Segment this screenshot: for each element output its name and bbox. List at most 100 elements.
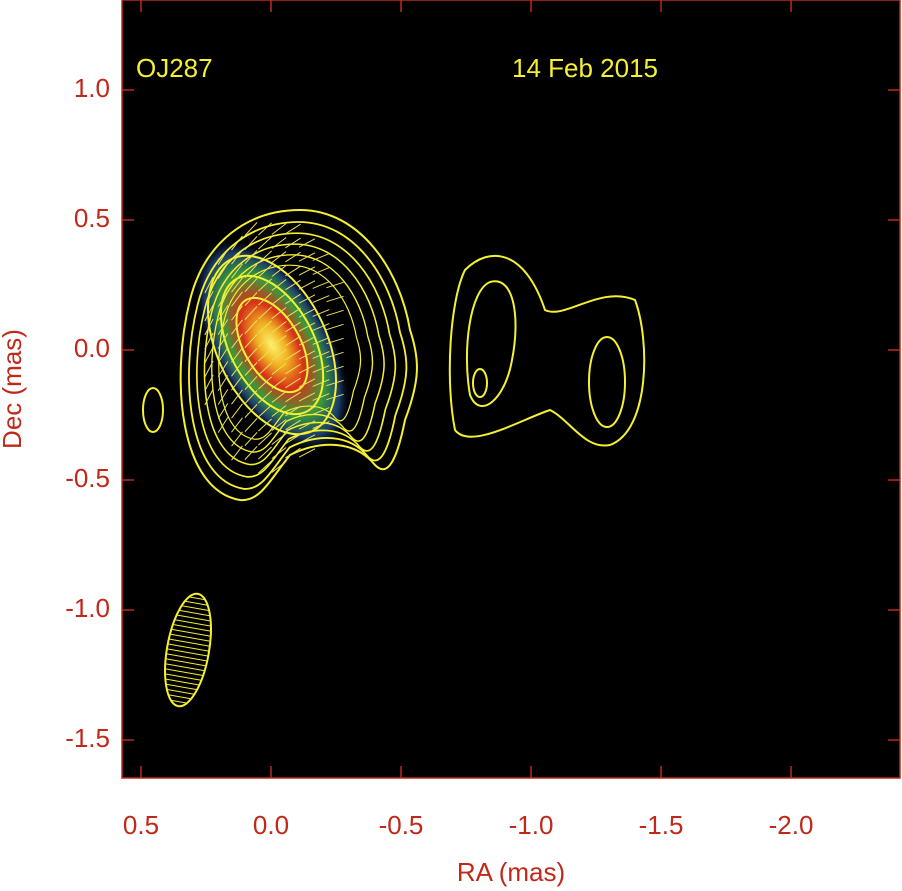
- x-tick-label: 0.5: [123, 810, 159, 840]
- evpa-stick: [258, 390, 272, 404]
- evpa-stick: [258, 320, 272, 334]
- y-axis-label: Dec (mas): [0, 329, 27, 449]
- evpa-stick: [244, 306, 258, 320]
- evpa-stick: [244, 418, 258, 432]
- evpa-stick: [271, 223, 287, 235]
- evpa-stick: [298, 448, 316, 458]
- evpa-stick: [204, 318, 214, 336]
- evpa-stick: [312, 295, 330, 303]
- evpa-stick: [231, 305, 243, 321]
- evpa-stick: [258, 306, 272, 320]
- evpa-stick: [258, 250, 272, 264]
- evpa-stick: [312, 309, 330, 317]
- evpa-stick: [204, 374, 214, 392]
- evpa-stick: [285, 307, 301, 319]
- x-tick-label: -2.0: [769, 810, 814, 840]
- evpa-stick: [312, 393, 330, 401]
- evpa-stick: [231, 445, 243, 461]
- evpa-stick: [326, 379, 344, 387]
- evpa-stick: [285, 377, 301, 389]
- evpa-stick: [271, 349, 287, 361]
- evpa-stick: [271, 307, 287, 319]
- evpa-stick: [326, 365, 344, 373]
- evpa-stick: [244, 278, 258, 292]
- evpa-stick: [244, 404, 258, 418]
- evpa-stick: [298, 238, 316, 248]
- evpa-stick: [231, 375, 243, 391]
- evpa-stick: [285, 447, 301, 459]
- evpa-stick: [231, 249, 243, 265]
- noise-contour: [142, 387, 164, 433]
- evpa-stick: [217, 263, 229, 279]
- epoch: 14 Feb 2015: [512, 53, 658, 83]
- evpa-stick: [217, 305, 229, 321]
- y-tick-label: 1.0: [74, 73, 110, 103]
- evpa-stick: [244, 362, 258, 376]
- evpa-stick: [271, 237, 287, 249]
- evpa-stick: [298, 350, 316, 360]
- evpa-stick: [298, 252, 316, 262]
- evpa-stick: [231, 431, 243, 447]
- y-tick-label: -1.0: [65, 593, 110, 623]
- evpa-stick: [258, 292, 272, 306]
- evpa-stick: [258, 376, 272, 390]
- evpa-stick: [231, 277, 243, 293]
- evpa-stick: [285, 349, 301, 361]
- evpa-stick: [285, 405, 301, 417]
- evpa-stick: [271, 391, 287, 403]
- evpa-stick: [258, 418, 272, 432]
- jet-contour: [588, 336, 626, 428]
- evpa-stick: [258, 362, 272, 376]
- evpa-stick: [231, 361, 243, 377]
- jet-contour: [448, 254, 646, 447]
- evpa-stick: [285, 363, 301, 375]
- evpa-stick: [271, 363, 287, 375]
- evpa-stick: [244, 292, 258, 306]
- evpa-stick: [244, 250, 258, 264]
- evpa-stick: [298, 392, 316, 402]
- evpa-stick: [285, 223, 301, 235]
- evpa-stick: [326, 323, 344, 331]
- evpa-stick: [204, 304, 214, 322]
- evpa-stick: [326, 295, 344, 303]
- evpa-stick: [298, 266, 316, 276]
- evpa-stick: [244, 348, 258, 362]
- evpa-stick: [271, 265, 287, 277]
- evpa-stick: [312, 421, 330, 429]
- evpa-stick: [285, 265, 301, 277]
- evpa-stick: [244, 432, 258, 446]
- evpa-stick: [258, 404, 272, 418]
- polarization-vectors: [204, 222, 344, 474]
- evpa-stick: [285, 237, 301, 249]
- y-tick-label: -1.5: [65, 723, 110, 753]
- evpa-stick: [298, 308, 316, 318]
- evpa-stick: [298, 378, 316, 388]
- evpa-stick: [258, 264, 272, 278]
- evpa-stick: [244, 334, 258, 348]
- evpa-stick: [217, 361, 229, 377]
- x-axis-label: RA (mas): [457, 857, 565, 887]
- evpa-stick: [271, 279, 287, 291]
- evpa-stick: [285, 419, 301, 431]
- evpa-stick: [231, 235, 243, 251]
- evpa-stick: [298, 434, 316, 444]
- evpa-stick: [258, 222, 272, 236]
- evpa-stick: [312, 337, 330, 345]
- y-tick-label: 0.0: [74, 333, 110, 363]
- evpa-stick: [258, 348, 272, 362]
- evpa-stick: [204, 276, 214, 294]
- evpa-stick: [312, 281, 330, 289]
- evpa-stick: [271, 419, 287, 431]
- evpa-stick: [244, 320, 258, 334]
- evpa-stick: [312, 379, 330, 387]
- evpa-stick: [217, 319, 229, 335]
- evpa-stick: [298, 364, 316, 374]
- evpa-stick: [312, 323, 330, 331]
- evpa-stick: [312, 253, 330, 261]
- core-contours: [179, 208, 418, 502]
- evpa-stick: [271, 293, 287, 305]
- x-tick-label: 0.0: [253, 810, 289, 840]
- evpa-stick: [271, 461, 287, 473]
- evpa-stick: [244, 264, 258, 278]
- evpa-stick: [244, 236, 258, 250]
